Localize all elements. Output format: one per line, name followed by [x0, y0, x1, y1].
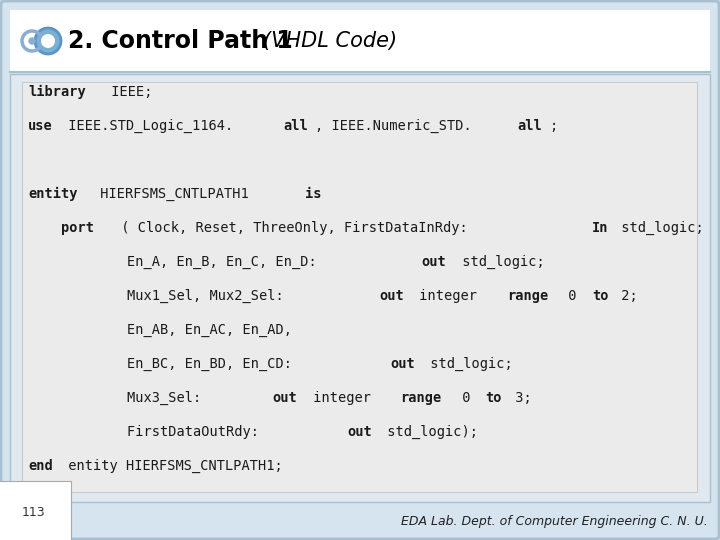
- Text: Mux3_Sel:: Mux3_Sel:: [28, 391, 217, 405]
- Text: out: out: [379, 289, 404, 303]
- Text: std_logic;: std_logic;: [422, 357, 513, 371]
- Text: out: out: [347, 425, 372, 439]
- Text: all: all: [284, 119, 308, 133]
- Text: Mux1_Sel, Mux2_Sel:: Mux1_Sel, Mux2_Sel:: [28, 289, 300, 303]
- Text: entity HIERFSMS_CNTLPATH1;: entity HIERFSMS_CNTLPATH1;: [60, 459, 283, 473]
- Text: 2;: 2;: [613, 289, 638, 303]
- Circle shape: [35, 28, 61, 54]
- Text: In: In: [592, 221, 608, 235]
- Text: is: is: [305, 187, 321, 201]
- Text: port: port: [28, 221, 94, 235]
- Text: std_logic;: std_logic;: [613, 221, 704, 235]
- Text: to: to: [592, 289, 608, 303]
- Text: integer: integer: [411, 289, 485, 303]
- Text: , IEEE.Numeric_STD.: , IEEE.Numeric_STD.: [315, 119, 472, 133]
- FancyBboxPatch shape: [22, 82, 697, 492]
- Text: out: out: [273, 391, 297, 405]
- Text: 0: 0: [560, 289, 585, 303]
- Text: end: end: [28, 459, 53, 473]
- Text: std_logic;: std_logic;: [454, 255, 544, 269]
- Text: EDA Lab. Dept. of Computer Engineering C. N. U.: EDA Lab. Dept. of Computer Engineering C…: [401, 516, 708, 529]
- Text: En_A, En_B, En_C, En_D:: En_A, En_B, En_C, En_D:: [28, 255, 333, 269]
- Text: FirstDataOutRdy:: FirstDataOutRdy:: [28, 425, 276, 439]
- Text: 3;: 3;: [507, 391, 532, 405]
- FancyBboxPatch shape: [10, 10, 710, 72]
- Text: out: out: [390, 357, 415, 371]
- Text: entity: entity: [28, 187, 78, 201]
- Text: 2. Control Path 1: 2. Control Path 1: [68, 29, 293, 53]
- Text: integer: integer: [305, 391, 379, 405]
- Text: (VHDL Code): (VHDL Code): [263, 31, 397, 51]
- Text: IEEE.STD_Logic_1164.: IEEE.STD_Logic_1164.: [60, 119, 233, 133]
- Text: out: out: [422, 255, 446, 269]
- Circle shape: [29, 38, 35, 44]
- Text: IEEE;: IEEE;: [102, 85, 152, 99]
- Text: to: to: [486, 391, 503, 405]
- Text: ( Clock, Reset, ThreeOnly, FirstDataInRdy:: ( Clock, Reset, ThreeOnly, FirstDataInRd…: [113, 221, 485, 235]
- Text: En_BC, En_BD, En_CD:: En_BC, En_BD, En_CD:: [28, 357, 308, 371]
- Text: 0: 0: [454, 391, 479, 405]
- Text: ;: ;: [549, 119, 558, 133]
- Text: 113: 113: [22, 505, 45, 518]
- FancyBboxPatch shape: [10, 74, 710, 502]
- Text: use: use: [28, 119, 53, 133]
- Text: std_logic);: std_logic);: [379, 425, 478, 439]
- Text: all: all: [518, 119, 542, 133]
- Text: range: range: [400, 391, 442, 405]
- Text: range: range: [507, 289, 549, 303]
- Text: HIERFSMS_CNTLPATH1: HIERFSMS_CNTLPATH1: [92, 187, 257, 201]
- Text: library: library: [28, 85, 86, 99]
- Text: En_AB, En_AC, En_AD,: En_AB, En_AC, En_AD,: [28, 323, 292, 337]
- Circle shape: [41, 34, 55, 48]
